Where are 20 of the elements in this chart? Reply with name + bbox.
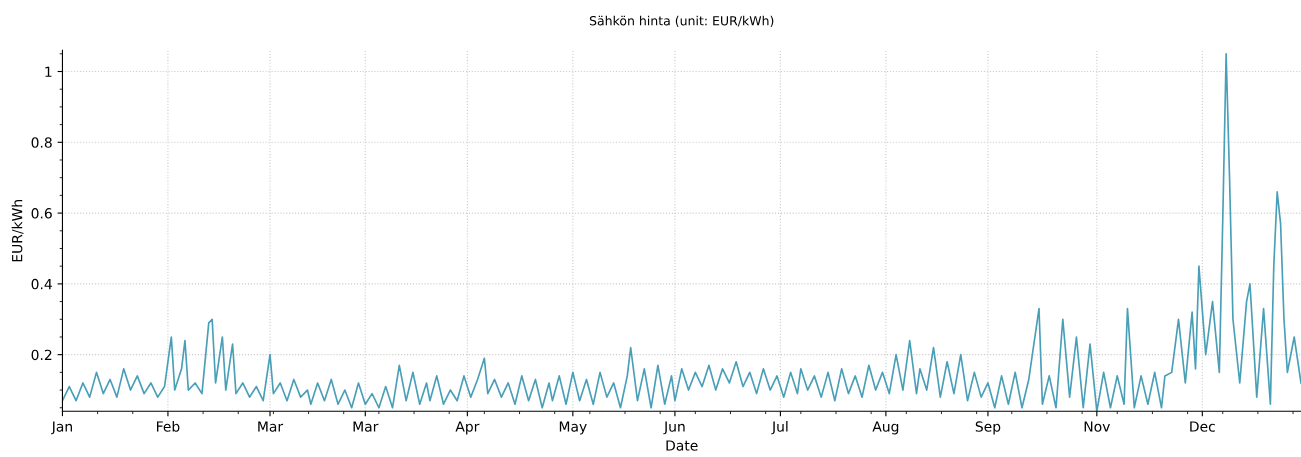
- x-tick-label: Sep: [975, 421, 1001, 435]
- x-tick-label: Jun: [663, 421, 685, 435]
- x-tick-label: May: [559, 421, 587, 435]
- x-tick-label: Feb: [157, 421, 180, 432]
- chart-title: Sähkön hinta (unit: EUR/kWh): [589, 15, 774, 27]
- x-tick-label: Jul: [771, 421, 788, 435]
- x-tick-label: Jan: [51, 421, 72, 435]
- x-axis-title: Date: [666, 440, 698, 451]
- x-tick-label: Nov: [1084, 421, 1110, 432]
- y-axis-title: EUR/kWh: [11, 200, 24, 262]
- y-tick-label: 0.2: [31, 349, 52, 361]
- y-tick-label: 0.8: [31, 137, 52, 148]
- x-tick-label: Mar: [353, 421, 379, 432]
- x-tick-label: Dec: [1190, 421, 1215, 432]
- x-tick-label: Mar: [258, 421, 284, 432]
- y-tick-label: 0.4: [31, 278, 52, 290]
- x-tick-label: Apr: [455, 421, 480, 435]
- x-tick-label: Aug: [872, 421, 899, 435]
- y-tick-label: 0.6: [31, 208, 52, 219]
- y-tick-label: 1: [45, 66, 52, 77]
